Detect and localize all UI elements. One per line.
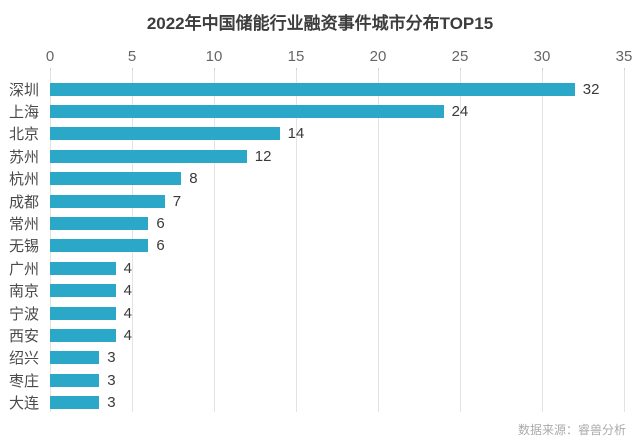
category-label: 深圳 <box>9 81 40 99</box>
bar-row: 大连 3 <box>0 391 640 413</box>
value-label: 7 <box>172 192 182 210</box>
category-label: 宁波 <box>9 305 40 323</box>
bar-track: 6 <box>50 235 624 257</box>
category-label: 杭州 <box>9 171 40 189</box>
bar-track: 8 <box>50 168 624 190</box>
value-label: 4 <box>123 304 132 322</box>
value-label: 4 <box>123 259 132 277</box>
bar <box>50 82 575 96</box>
bar-track: 24 <box>50 100 624 122</box>
x-tickmark <box>214 68 215 74</box>
chart-title: 2022年中国储能行业融资事件城市分布TOP15 <box>146 14 494 33</box>
bar <box>50 172 182 186</box>
bar <box>50 261 116 275</box>
x-tick-label: 0 <box>45 48 55 65</box>
x-tickmark <box>132 68 133 74</box>
bar-row: 南京 4 <box>0 280 640 302</box>
bar <box>50 127 280 141</box>
x-tickmark <box>378 68 379 74</box>
bar <box>50 373 100 387</box>
bar-row: 上海 24 <box>0 100 640 122</box>
bar-track: 3 <box>50 347 624 369</box>
x-tickmark <box>296 68 297 74</box>
x-tick-label: 5 <box>127 48 137 65</box>
bar-track: 14 <box>50 123 624 145</box>
category-label: 绍兴 <box>9 350 40 368</box>
value-label: 6 <box>156 237 165 255</box>
value-label: 4 <box>123 282 132 300</box>
value-label: 6 <box>156 215 165 233</box>
bar <box>50 351 100 365</box>
x-tick-label: 25 <box>451 48 469 65</box>
category-label: 广州 <box>9 260 40 278</box>
bar <box>50 396 100 410</box>
bar-track: 6 <box>50 212 624 234</box>
bar-rows: 深圳 32 上海 24 北京 14 苏州 12 杭州 8 成都 7 常州 6 无锡 6 广州 4 南京 4 宁波 4 西安 4… <box>0 78 640 414</box>
value-label: 12 <box>254 147 272 165</box>
bar-track: 7 <box>50 190 624 212</box>
value-label: 32 <box>582 80 600 98</box>
category-label: 西安 <box>9 327 40 345</box>
bar-track: 4 <box>50 280 624 302</box>
x-tickmark <box>460 68 461 74</box>
x-tick-label: 30 <box>533 48 551 65</box>
value-label: 4 <box>123 326 132 344</box>
bar <box>50 284 116 298</box>
x-tick-label: 15 <box>287 48 305 65</box>
bar-track: 4 <box>50 324 624 346</box>
category-label: 成都 <box>9 193 40 211</box>
category-label: 枣庄 <box>9 372 40 390</box>
bar-track: 32 <box>50 78 624 100</box>
x-tickmark <box>624 68 625 74</box>
bar-row: 无锡 6 <box>0 235 640 257</box>
bar-row: 常州 6 <box>0 212 640 234</box>
value-label: 3 <box>107 349 116 367</box>
bar-row: 苏州 12 <box>0 145 640 167</box>
category-label: 常州 <box>9 216 40 234</box>
bar-row: 枣庄 3 <box>0 369 640 391</box>
x-axis: 0 5 10 15 20 25 30 35 <box>46 48 633 66</box>
bar <box>50 105 444 119</box>
bar-row: 深圳 32 <box>0 78 640 100</box>
x-tickmark <box>542 68 543 74</box>
bar <box>50 328 116 342</box>
bar-row: 北京 14 <box>0 123 640 145</box>
category-label: 大连 <box>9 395 40 413</box>
category-label: 上海 <box>9 104 40 122</box>
bar-row: 广州 4 <box>0 257 640 279</box>
bar-track: 4 <box>50 257 624 279</box>
bar-row: 绍兴 3 <box>0 347 640 369</box>
value-label: 8 <box>189 170 198 188</box>
category-label: 苏州 <box>9 148 40 166</box>
x-tick-label: 10 <box>205 48 223 65</box>
bar-track: 3 <box>50 369 624 391</box>
bar-row: 成都 7 <box>0 190 640 212</box>
bar-row: 杭州 8 <box>0 168 640 190</box>
bar <box>50 306 116 320</box>
data-source: 数据来源：睿兽分析 <box>517 423 626 437</box>
value-label: 14 <box>287 125 305 143</box>
bar-row: 宁波 4 <box>0 302 640 324</box>
value-label: 24 <box>451 103 469 121</box>
bar-track: 3 <box>50 391 624 413</box>
category-label: 北京 <box>9 126 40 144</box>
x-tickmark <box>50 68 51 74</box>
bar <box>50 239 149 253</box>
value-label: 3 <box>107 394 116 412</box>
bar <box>50 194 165 208</box>
bar-row: 西安 4 <box>0 324 640 346</box>
value-label: 3 <box>107 371 116 389</box>
bar-track: 4 <box>50 302 624 324</box>
x-tick-label: 20 <box>369 48 387 65</box>
bar-track: 12 <box>50 145 624 167</box>
x-tick-label: 35 <box>615 48 633 65</box>
bar <box>50 217 149 231</box>
category-label: 南京 <box>9 283 40 301</box>
bar <box>50 149 247 163</box>
category-label: 无锡 <box>9 238 40 256</box>
x-axis-tickmarks <box>50 68 625 74</box>
